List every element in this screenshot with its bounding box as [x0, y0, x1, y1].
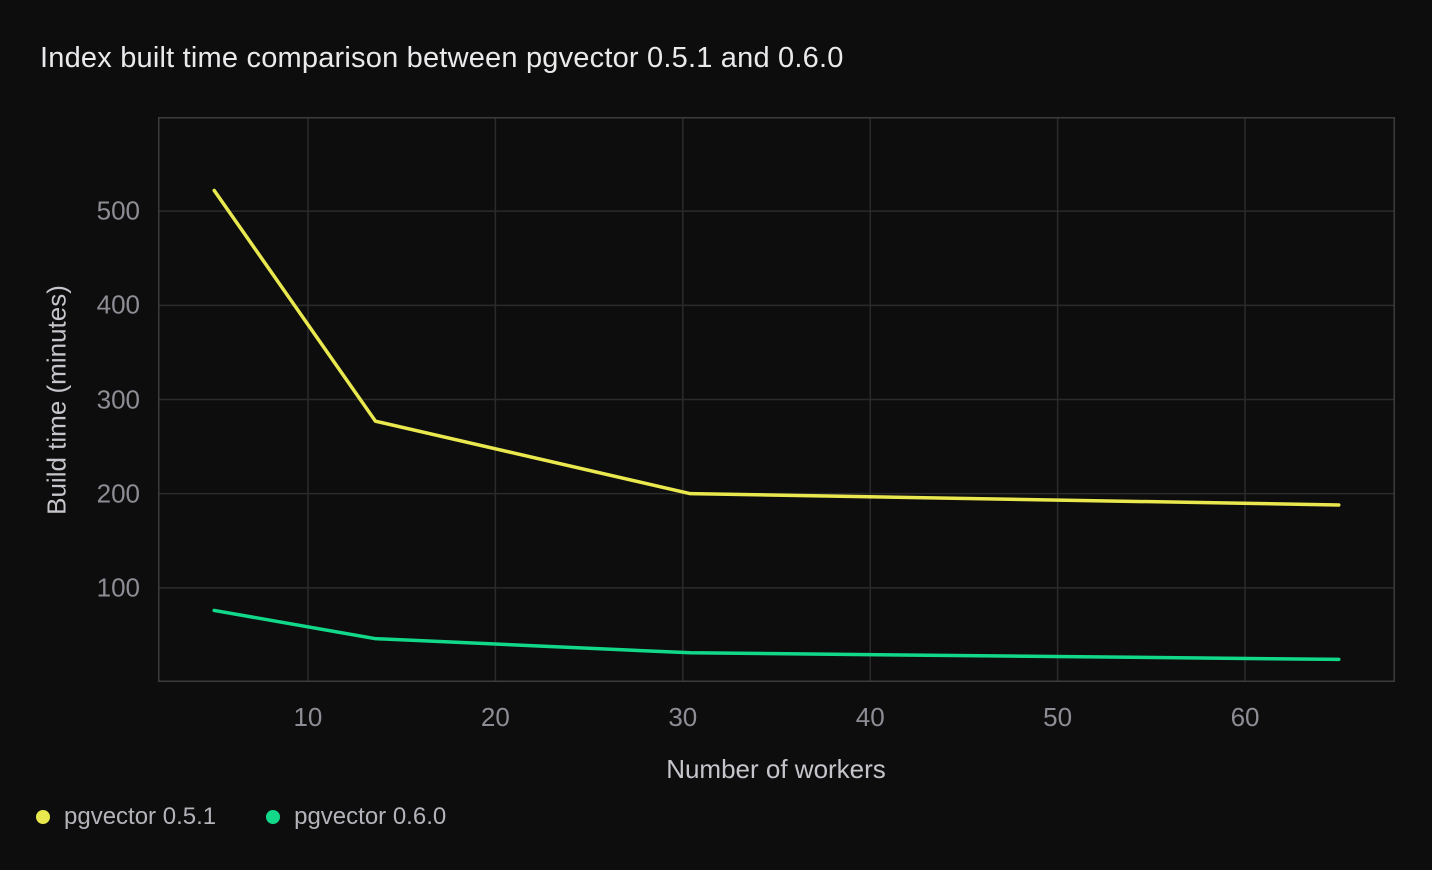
chart-title: Index built time comparison between pgve… — [40, 42, 844, 74]
x-tick-label: 40 — [855, 702, 885, 732]
series-line-pgvector-0-6-0 — [212, 608, 1341, 662]
y-tick-label: 100 — [96, 572, 140, 603]
plot-border — [158, 117, 1395, 682]
legend-label: pgvector 0.5.1 — [64, 803, 217, 830]
x-tick-label: 50 — [1043, 702, 1073, 732]
legend-item-pgvector-0-5-1[interactable]: pgvector 0.5.1 — [36, 803, 216, 831]
x-tick-label: 10 — [293, 702, 323, 732]
x-tick-label: 60 — [1230, 702, 1260, 732]
legend-swatch-icon — [266, 810, 281, 824]
y-tick-label: 500 — [96, 195, 140, 226]
y-tick-label: 400 — [96, 289, 140, 320]
plot-canvas — [158, 117, 1395, 682]
legend-swatch-icon — [36, 810, 50, 824]
legend-label: pgvector 0.6.0 — [294, 803, 447, 830]
y-tick-label: 200 — [96, 478, 140, 509]
x-axis-title: Number of workers — [666, 754, 886, 784]
y-tick-label: 300 — [96, 384, 140, 414]
series-line-pgvector-0-5-1 — [212, 188, 1341, 507]
x-tick-label: 30 — [668, 702, 698, 732]
legend-item-pgvector-0-6-0[interactable]: pgvector 0.6.0 — [266, 803, 446, 831]
plot-area — [158, 117, 1395, 682]
x-tick-label: 20 — [480, 702, 510, 732]
chart-legend: pgvector 0.5.1 pgvector 0.6.0 — [36, 803, 446, 831]
